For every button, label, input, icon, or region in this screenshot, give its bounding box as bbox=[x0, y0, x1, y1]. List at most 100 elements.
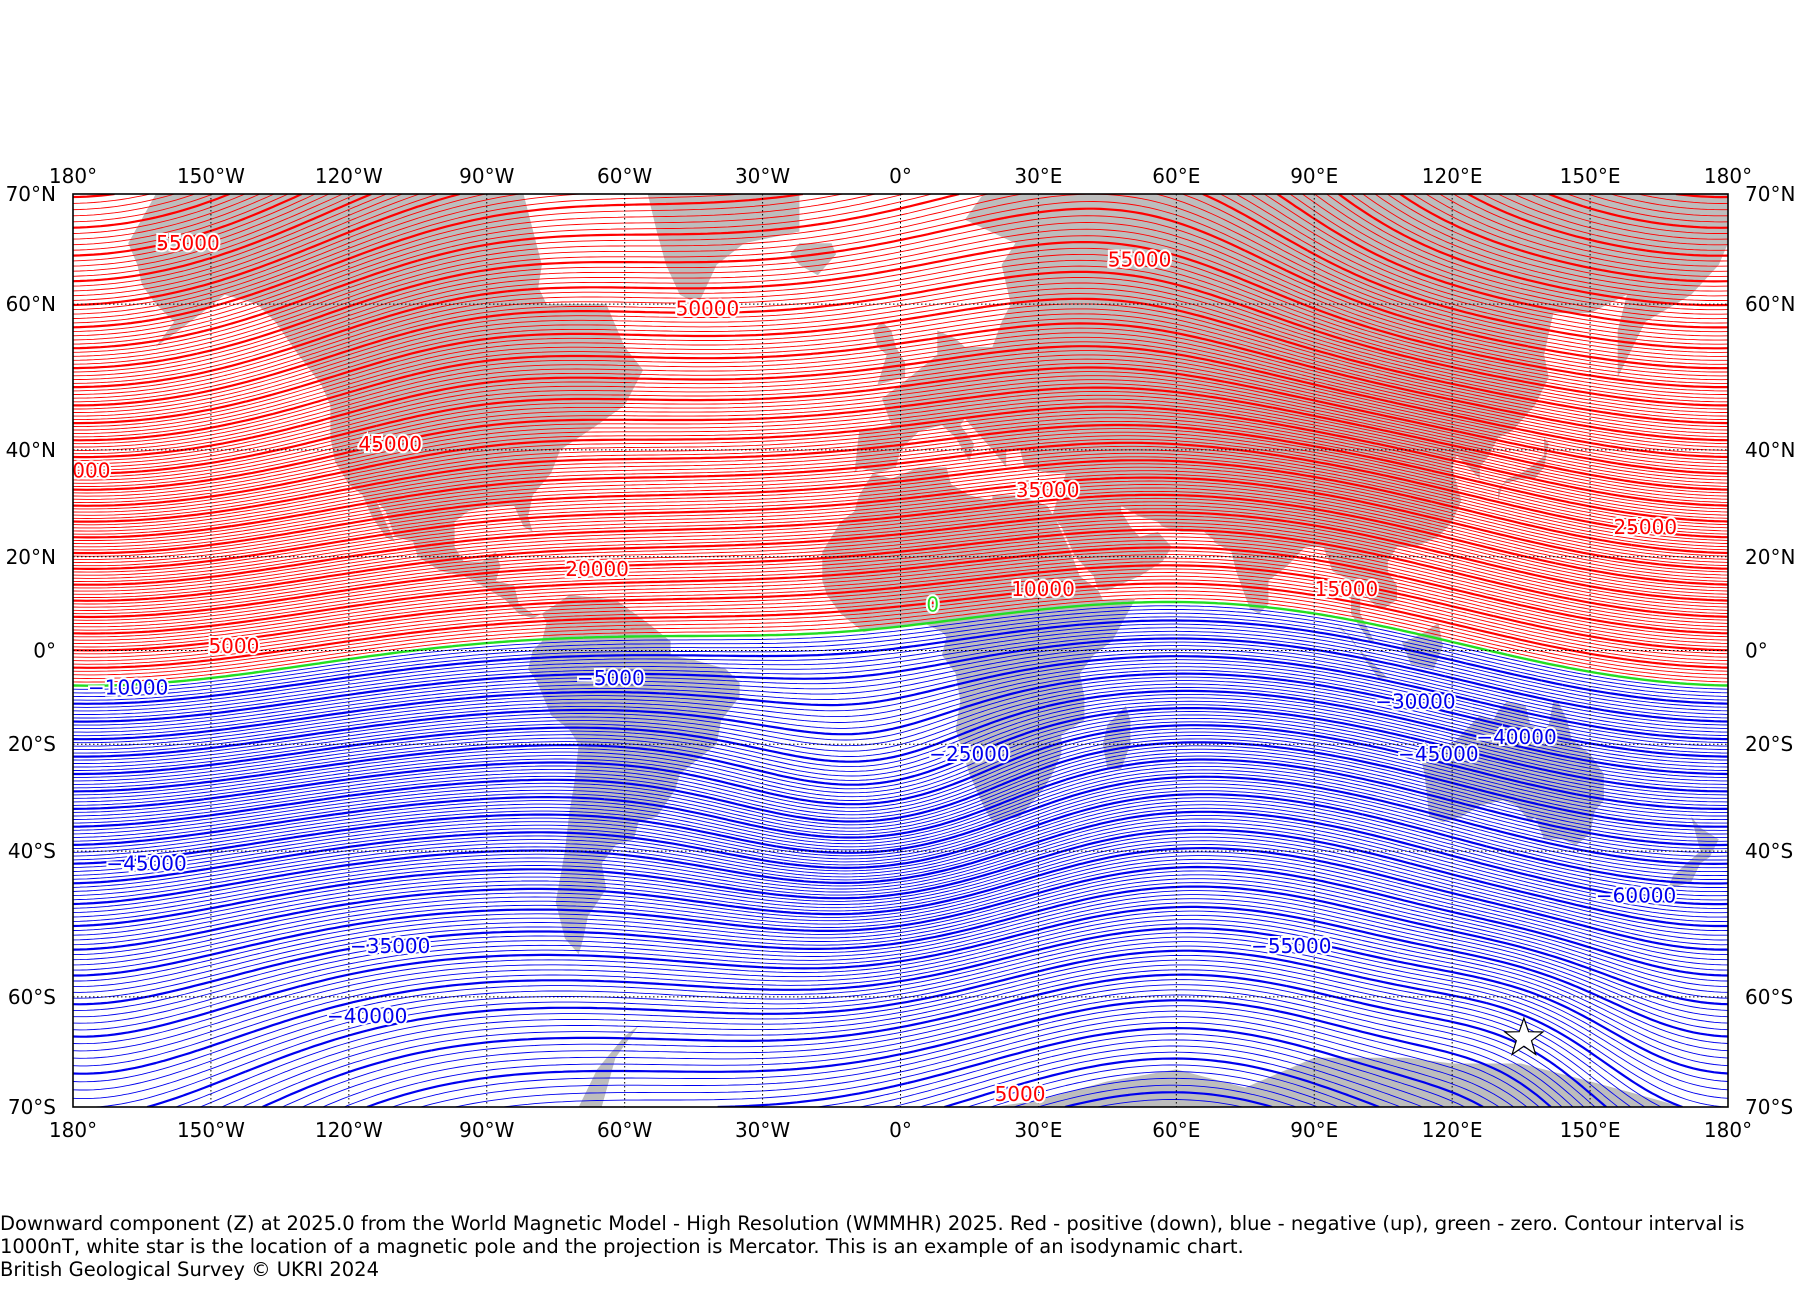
contour-line bbox=[73, 554, 1728, 641]
contour-line bbox=[73, 194, 1728, 257]
contour-line bbox=[73, 194, 1728, 217]
contour-line bbox=[73, 194, 1728, 287]
contour-line bbox=[73, 731, 1728, 817]
contour-line bbox=[73, 402, 1728, 504]
contour-line bbox=[73, 194, 1728, 333]
contour-line bbox=[175, 954, 1662, 1107]
lon-tick-label: 0° bbox=[889, 164, 912, 188]
contour-line bbox=[73, 550, 1728, 638]
contour-line bbox=[73, 354, 1728, 465]
lon-tick-label: 180° bbox=[1704, 164, 1752, 188]
contour-line bbox=[73, 341, 1728, 455]
contour-line bbox=[95, 945, 1727, 1107]
contour-value-label: 25000 bbox=[1613, 515, 1677, 539]
contour-line bbox=[73, 783, 1728, 873]
contour-line bbox=[73, 435, 1728, 532]
lon-tick-label: 60°W bbox=[597, 1118, 652, 1142]
contour-line bbox=[73, 855, 1728, 961]
contour-line bbox=[73, 645, 1728, 730]
contour-line bbox=[73, 194, 1728, 229]
contour-line bbox=[73, 575, 1728, 662]
contour-line bbox=[73, 637, 1728, 723]
contour-line bbox=[73, 207, 1728, 370]
contour-value-label: 15000 bbox=[1315, 577, 1379, 601]
contour-line bbox=[73, 669, 1728, 754]
contour-line bbox=[242, 969, 1619, 1107]
lat-tick-label: 70°N bbox=[1745, 182, 1795, 206]
contour-line bbox=[73, 728, 1728, 813]
contour-line bbox=[73, 497, 1728, 589]
contour-line bbox=[73, 466, 1728, 560]
contour-line bbox=[73, 923, 1728, 1067]
contour-line bbox=[1064, 1091, 1273, 1107]
contour-line bbox=[73, 247, 1728, 392]
lat-tick-label: 0° bbox=[1745, 639, 1768, 663]
map-frame bbox=[72, 193, 1729, 1108]
contour-line bbox=[73, 721, 1728, 806]
lon-tick-label: 180° bbox=[49, 164, 97, 188]
contour-line bbox=[73, 735, 1728, 821]
contour-line bbox=[73, 822, 1728, 918]
lon-tick-label: 60°E bbox=[1152, 1118, 1200, 1142]
contour-line bbox=[73, 843, 1728, 946]
contour-line bbox=[860, 1039, 1445, 1107]
contour-line bbox=[73, 441, 1728, 539]
contour-value-label: −25000 bbox=[929, 742, 1009, 766]
contour-value-label: 20000 bbox=[565, 557, 629, 581]
contour-value-label: −30000 bbox=[1375, 689, 1455, 713]
contour-line bbox=[73, 689, 1728, 776]
lon-tick-label: 0° bbox=[889, 1118, 912, 1142]
contour-line bbox=[73, 623, 1728, 708]
contour-line bbox=[73, 874, 1728, 988]
contour-line bbox=[73, 865, 1728, 977]
contour-line bbox=[73, 745, 1728, 831]
contour-line bbox=[73, 287, 1728, 417]
contour-line bbox=[73, 775, 1728, 865]
contour-line bbox=[73, 194, 1728, 329]
contour-line bbox=[73, 390, 1728, 494]
contour-line bbox=[73, 508, 1728, 598]
lon-tick-label: 90°W bbox=[459, 1118, 514, 1142]
lon-tick-label: 150°E bbox=[1560, 1118, 1621, 1142]
contour-line bbox=[73, 634, 1728, 719]
contour-line bbox=[73, 456, 1728, 551]
contour-line bbox=[73, 276, 1728, 410]
contour-line bbox=[73, 807, 1728, 901]
contour-line bbox=[73, 683, 1728, 768]
contour-value-label: 0 bbox=[926, 592, 939, 616]
contour-line bbox=[73, 470, 1728, 564]
contour-line bbox=[967, 1064, 1359, 1107]
contour-line bbox=[73, 882, 1728, 999]
contour-line bbox=[73, 265, 1728, 403]
contour-line bbox=[73, 717, 1728, 803]
contour-line bbox=[73, 779, 1728, 869]
contour-line bbox=[73, 927, 1728, 1075]
contour-line bbox=[73, 619, 1728, 705]
contour-value-label: 5000 bbox=[208, 634, 259, 658]
contour-line bbox=[73, 194, 1728, 297]
contour-line bbox=[73, 814, 1728, 909]
lat-tick-label: 20°S bbox=[8, 732, 56, 756]
contour-line bbox=[73, 568, 1728, 655]
contour-line bbox=[221, 964, 1632, 1107]
contour-line bbox=[990, 1071, 1339, 1107]
lon-tick-label: 120°W bbox=[315, 1118, 383, 1142]
contour-line bbox=[73, 431, 1728, 529]
contour-line bbox=[73, 627, 1728, 712]
contour-line bbox=[73, 222, 1728, 377]
contour-line bbox=[73, 919, 1728, 1059]
lat-tick-label: 0° bbox=[33, 639, 56, 663]
contour-line bbox=[73, 194, 1728, 277]
contour-line bbox=[73, 546, 1728, 635]
contour-line bbox=[146, 949, 1683, 1107]
contour-line bbox=[503, 1021, 1500, 1107]
contour-line bbox=[73, 228, 1728, 381]
lon-tick-label: 120°E bbox=[1422, 164, 1483, 188]
contour-line bbox=[73, 253, 1728, 395]
contour-line bbox=[73, 758, 1728, 847]
contour-line bbox=[73, 697, 1728, 782]
contour-line bbox=[73, 480, 1728, 573]
contour-line bbox=[73, 905, 1728, 1038]
contour-line bbox=[73, 293, 1728, 421]
axis-tick-labels: 180° 180° 150°W 150°W 120°W 120°W 90°W 90°W 60°W… bbox=[6, 164, 1796, 1142]
